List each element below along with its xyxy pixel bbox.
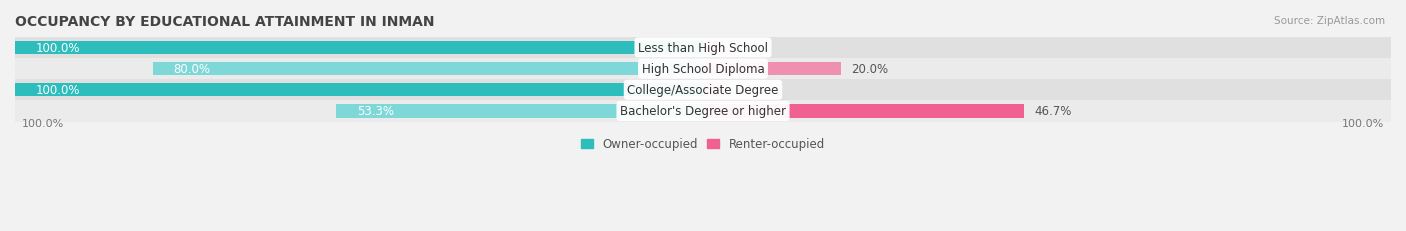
- Bar: [703, 105, 1025, 118]
- Text: Bachelor's Degree or higher: Bachelor's Degree or higher: [620, 105, 786, 118]
- Bar: [15, 42, 703, 55]
- Bar: [15, 84, 703, 97]
- Text: OCCUPANCY BY EDUCATIONAL ATTAINMENT IN INMAN: OCCUPANCY BY EDUCATIONAL ATTAINMENT IN I…: [15, 15, 434, 29]
- Text: 0.0%: 0.0%: [734, 42, 763, 55]
- Text: 53.3%: 53.3%: [357, 105, 394, 118]
- Text: 20.0%: 20.0%: [851, 63, 889, 76]
- Text: 100.0%: 100.0%: [35, 42, 80, 55]
- Bar: [703, 42, 724, 55]
- Text: 80.0%: 80.0%: [173, 63, 211, 76]
- Text: High School Diploma: High School Diploma: [641, 63, 765, 76]
- Bar: [15, 38, 1391, 59]
- Text: College/Associate Degree: College/Associate Degree: [627, 84, 779, 97]
- Bar: [15, 80, 1391, 101]
- Bar: [703, 84, 724, 97]
- Text: 46.7%: 46.7%: [1035, 105, 1071, 118]
- Bar: [336, 105, 703, 118]
- Text: 0.0%: 0.0%: [734, 84, 763, 97]
- Legend: Owner-occupied, Renter-occupied: Owner-occupied, Renter-occupied: [576, 133, 830, 155]
- Text: 100.0%: 100.0%: [1341, 118, 1384, 128]
- Text: 100.0%: 100.0%: [35, 84, 80, 97]
- Text: Less than High School: Less than High School: [638, 42, 768, 55]
- Bar: [703, 63, 841, 76]
- Text: Source: ZipAtlas.com: Source: ZipAtlas.com: [1274, 16, 1385, 26]
- Text: 100.0%: 100.0%: [22, 118, 65, 128]
- Bar: [153, 63, 703, 76]
- Bar: [15, 59, 1391, 80]
- Bar: [15, 101, 1391, 122]
